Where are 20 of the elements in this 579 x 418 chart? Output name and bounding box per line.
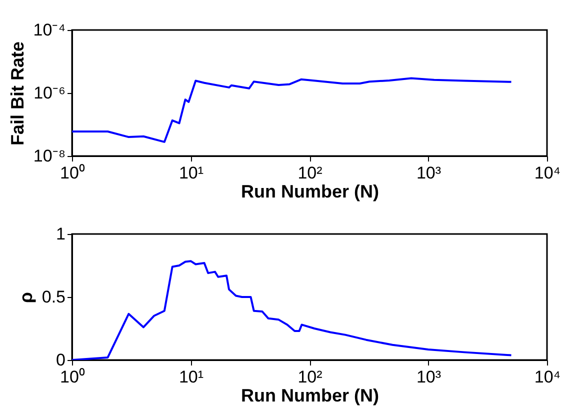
y-axis-title: ρ bbox=[16, 292, 36, 304]
x-tick-label: 10³ bbox=[416, 164, 442, 182]
x-axis-title: Run Number (N) bbox=[241, 386, 379, 406]
x-tick-label: 10³ bbox=[416, 368, 442, 386]
y-tick-label: 10⁻⁶ bbox=[34, 84, 66, 102]
x-tick-label: 10² bbox=[298, 164, 323, 182]
y-tick-label: 10⁻⁸ bbox=[33, 146, 66, 166]
y-tick-label: 1 bbox=[56, 224, 66, 244]
x-tick-label: 10⁴ bbox=[534, 368, 561, 386]
x-tick-label: 10¹ bbox=[178, 368, 204, 386]
y-tick-label: 0 bbox=[56, 350, 66, 370]
y-tick-label: 10⁻⁴ bbox=[33, 20, 66, 40]
x-tick-label: 10¹ bbox=[178, 164, 204, 182]
y-tick-label: 0.5 bbox=[42, 288, 66, 306]
x-tick-label: 10⁰ bbox=[60, 368, 85, 386]
y-axis-title: Fail Bit Rate bbox=[7, 41, 28, 146]
x-tick-label: 10² bbox=[298, 368, 323, 386]
x-axis-title: Run Number (N) bbox=[241, 182, 379, 202]
x-tick-label: 10⁴ bbox=[534, 164, 561, 182]
x-tick-label: 10⁰ bbox=[60, 164, 85, 182]
